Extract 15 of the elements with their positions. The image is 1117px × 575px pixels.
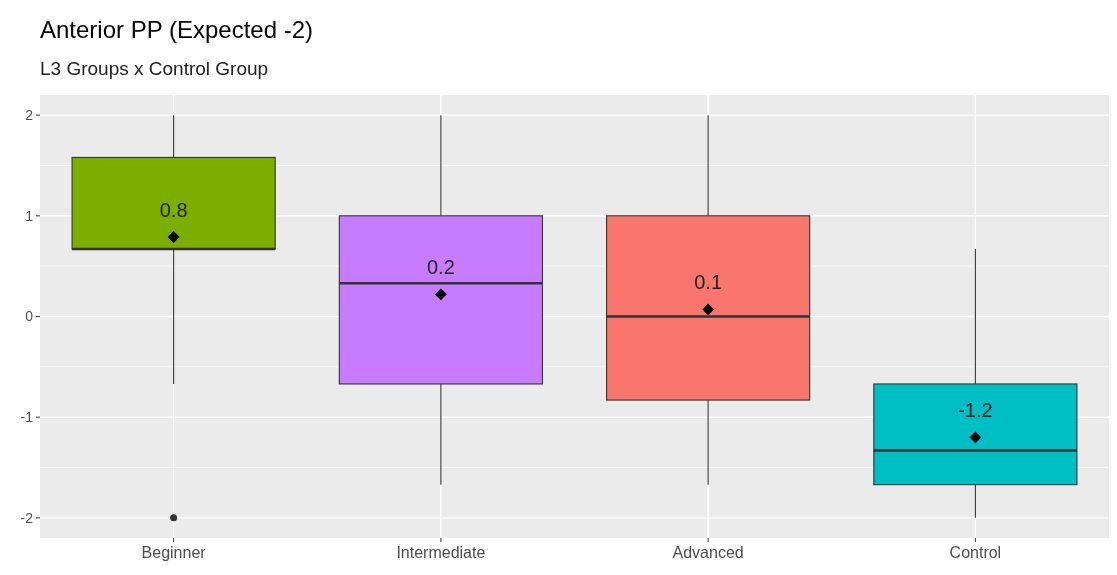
x-tick-label: Beginner <box>141 544 207 561</box>
chart-subtitle: L3 Groups x Control Group <box>40 58 269 79</box>
text: 0.8 <box>159 198 188 221</box>
text: 0.1 <box>694 271 723 294</box>
y-tick-label: -1 <box>20 409 34 426</box>
y-tick-label: -2 <box>20 509 34 526</box>
y-tick-label: 2 <box>25 107 34 124</box>
chart-title: Anterior PP (Expected -2) <box>40 16 314 43</box>
text: 0.2 <box>426 256 455 279</box>
x-tick-label: Intermediate <box>396 544 486 561</box>
y-tick-label: 0 <box>25 308 34 325</box>
text: -1.2 <box>958 399 993 422</box>
x-tick-label: Advanced <box>672 544 744 561</box>
y-tick-label: 1 <box>25 207 34 224</box>
x-tick-label: Control <box>949 544 1002 561</box>
